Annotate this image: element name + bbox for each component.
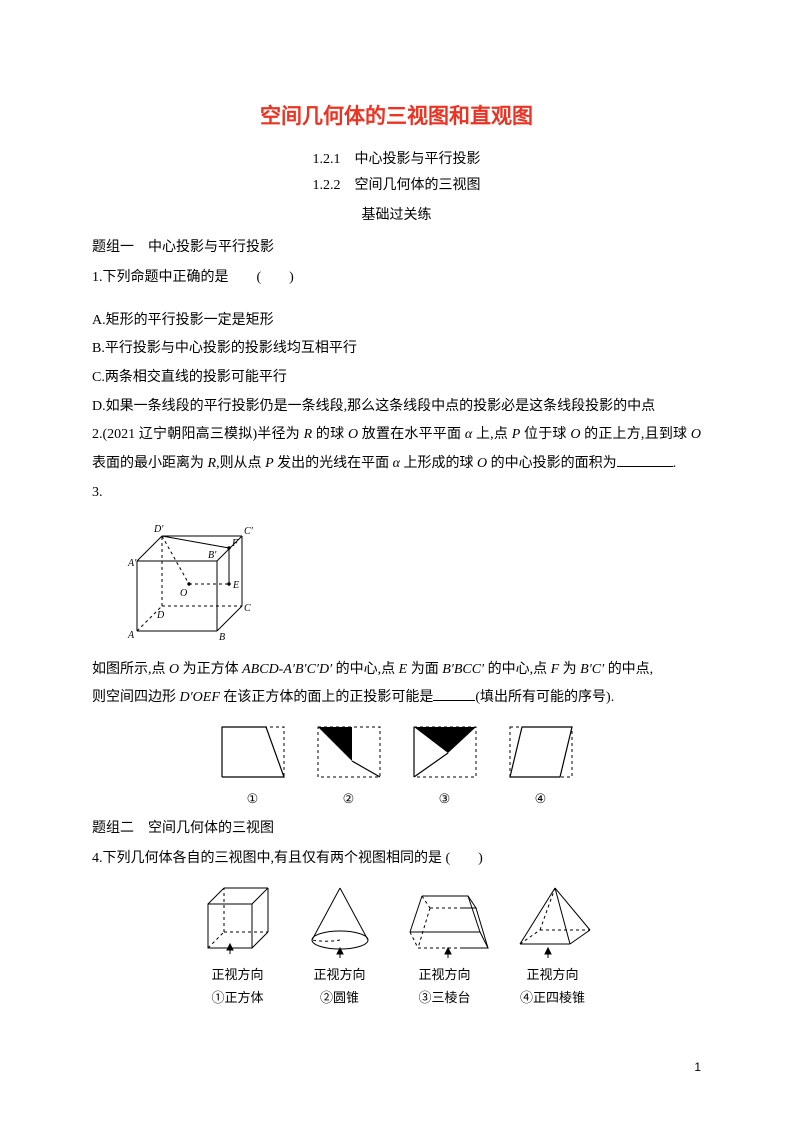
q4-stem: 4.下列几何体各自的三视图中,有且仅有两个视图相同的是 ( ) [92,845,701,874]
q3-line2: 则空间四边形 D′OEF 在该正方体的面上的正投影可能是 (填出所有可能的序号). [92,684,701,713]
q4-c4: ④正四棱锥 [508,987,598,1006]
q2-tail: . [673,456,677,471]
q3-option-figures: ① ② ③ ④ [92,721,701,807]
q3-blank [433,686,475,701]
lbl-D: D [156,610,165,621]
q4-figures: 正视方向 ①正方体 正视方向 ②圆锥 [92,882,701,1006]
q3-cap-1: ① [216,791,290,807]
q4-c1: ①正方体 [196,987,280,1006]
q3-bc: B′C′ [580,662,604,677]
q4-v1: 正视方向 [196,964,280,983]
q2-t7: 表面的最小距离为 [92,456,208,471]
q1-stem: 1.下列命题中正确的是 ( ) [92,264,701,293]
lbl-C: C [244,603,251,614]
q3-cube-figure: A′ D′ C′ B′ A D C B O E F [92,516,701,646]
lbl-E: E [232,580,239,591]
q3-O: O [169,662,179,677]
lbl-Ap: A′ [127,558,137,569]
q2-O3: O [691,427,701,442]
q2-t4: 上,点 [472,427,512,442]
lbl-B: B [219,632,225,643]
q1-option-c: C.两条相交直线的投影可能平行 [92,364,701,393]
q2-t2: 的球 [312,427,348,442]
q1-option-a: A.矩形的平行投影一定是矩形 [92,307,701,336]
subheading-1: 1.2.1 中心投影与平行投影 [92,148,701,168]
q2-t9: 发出的光线在平面 [274,456,393,471]
lbl-Cp: C′ [244,526,254,537]
q1-option-d: D.如果一条线段的平行投影仍是一条线段,那么这条线段中点的投影必是这条线段投影的… [92,393,701,422]
q3-l2c: (填出所有可能的序号). [475,690,614,705]
q2-O4: O [477,456,487,471]
q2-O1: O [348,427,358,442]
q2-R: R [304,427,313,442]
group-1-heading: 题组一 中心投影与平行投影 [92,236,701,256]
q3-abcd: ABCD-A′B′C′D′ [242,662,332,677]
q4-c3: ③三棱台 [400,987,490,1006]
q3-l2a: 则空间四边形 [92,690,180,705]
cube-svg: A′ D′ C′ B′ A D C B O E F [92,516,262,646]
q3-l1e: 的中心,点 [484,662,551,677]
lbl-Bp: B′ [208,550,217,561]
q4-fig-pyramid: 正视方向 ④正四棱锥 [508,882,598,1006]
q4-v3: 正视方向 [400,964,490,983]
lbl-O: O [180,588,187,599]
q2-t3: 放置在水平平面 [358,427,465,442]
q3-num: 3. [92,479,701,508]
lbl-F: F [231,538,239,549]
q3-bbcc: B′BCC′ [442,662,484,677]
q3-fig-2: ② [312,721,386,807]
q4-v2: 正视方向 [298,964,382,983]
practice-label: 基础过关练 [92,204,701,224]
q4-c2: ②圆锥 [298,987,382,1006]
q3-fig-1: ① [216,721,290,807]
page-number: 1 [694,1060,701,1074]
q3-cap-2: ② [312,791,386,807]
q2-a2: α [393,456,400,471]
q3-fig-3: ③ [408,721,482,807]
lbl-Dp: D′ [153,524,164,535]
page: 空间几何体的三视图和直观图 1.2.1 中心投影与平行投影 1.2.2 空间几何… [0,0,793,1122]
q2-t11: 的中心投影的面积为 [487,456,617,471]
q3-l2b: 在该正方体的面上的正投影可能是 [220,690,434,705]
q3-doef: D′OEF [180,690,220,705]
q3-l1g: 的中点, [604,662,653,677]
q3-cap-3: ③ [408,791,482,807]
q4-v4: 正视方向 [508,964,598,983]
q2-O2: O [570,427,580,442]
q2-t6: 的正上方,且到球 [580,427,690,442]
lbl-A: A [127,630,135,641]
q3-E: E [399,662,408,677]
q2-t10: 上形成的球 [400,456,477,471]
q4-fig-cone: 正视方向 ②圆锥 [298,882,382,1006]
q3-l1b: 为正方体 [179,662,242,677]
q3-l1a: 如图所示,点 [92,662,169,677]
q2-R2: R [208,456,217,471]
q4-fig-frustum: 正视方向 ③三棱台 [400,882,490,1006]
subheading-2: 1.2.2 空间几何体的三视图 [92,174,701,194]
doc-title: 空间几何体的三视图和直观图 [92,100,701,130]
q2-t8: ,则从点 [216,456,265,471]
q3-l1d: 为面 [407,662,442,677]
q3-l1c: 的中心,点 [332,662,399,677]
q3-F: F [551,662,560,677]
q2-stem: 2.(2021 辽宁朝阳高三模拟)半径为 R 的球 O 放置在水平平面 α 上,… [92,421,701,478]
q4-fig-cube: 正视方向 ①正方体 [196,882,280,1006]
q3-line1: 如图所示,点 O 为正方体 ABCD-A′B′C′D′ 的中心,点 E 为面 B… [92,656,701,685]
q2-blank [617,452,673,467]
q1-option-b: B.平行投影与中心投影的投影线均互相平行 [92,335,701,364]
group-2-heading: 题组二 空间几何体的三视图 [92,817,701,837]
q3-fig-4: ④ [504,721,578,807]
q2-P2: P [265,456,274,471]
q3-l1f: 为 [559,662,580,677]
q3-cap-4: ④ [504,791,578,807]
q2-t5: 位于球 [520,427,570,442]
q2-t1: 2.(2021 辽宁朝阳高三模拟)半径为 [92,427,304,442]
